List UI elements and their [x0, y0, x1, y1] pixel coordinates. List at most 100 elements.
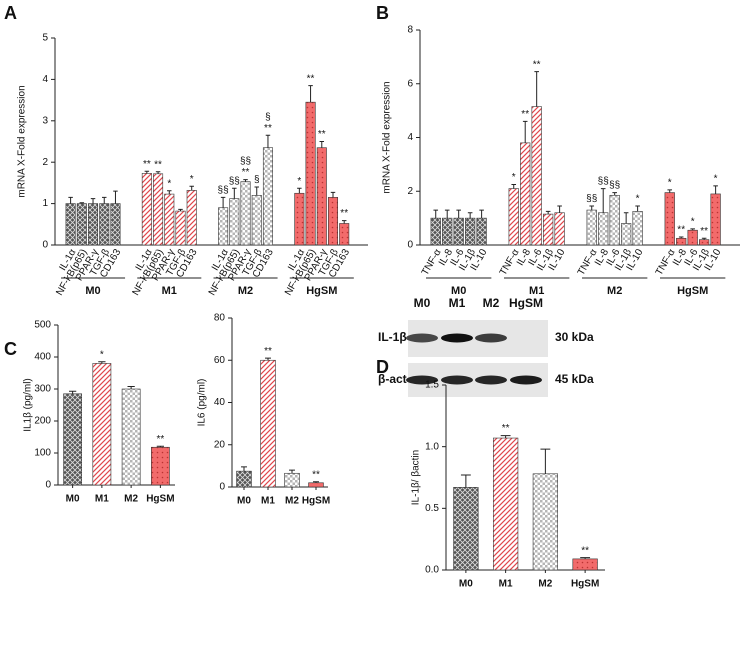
error-bar	[713, 185, 718, 194]
significance-label: **	[581, 545, 589, 556]
significance-label: **	[242, 167, 250, 178]
bar	[710, 193, 721, 246]
error-bar	[79, 202, 85, 204]
error-bar	[297, 187, 302, 194]
error-bar	[243, 179, 248, 182]
bar	[621, 223, 632, 246]
error-bar	[678, 236, 684, 239]
y-tick-label: 300	[34, 384, 51, 395]
bar	[572, 558, 598, 571]
error-bar	[433, 209, 439, 219]
bar	[554, 212, 565, 246]
x-tick-label: M2	[538, 579, 552, 590]
error-bar	[511, 184, 517, 189]
error-bar	[167, 190, 172, 195]
bar	[476, 217, 487, 246]
significance-label: **	[264, 346, 272, 357]
significance-label: **	[502, 423, 510, 434]
group-label: M2	[238, 285, 253, 297]
y-tick-label: 4	[407, 132, 413, 143]
bar	[63, 393, 82, 486]
blot-band	[475, 333, 507, 343]
y-tick-label: 0	[219, 482, 225, 493]
error-bar	[341, 220, 347, 224]
bar	[186, 190, 197, 246]
significance-label: §§	[229, 176, 240, 187]
x-tick-label: HgSM	[146, 494, 174, 505]
significance-label: **	[143, 159, 151, 170]
bar	[699, 239, 710, 246]
panel-label: C	[4, 339, 17, 359]
error-bar	[265, 134, 271, 148]
bar	[632, 211, 643, 246]
y-axis-label: mRNA X-Fold expression	[17, 85, 28, 197]
error-bar	[467, 212, 473, 219]
error-bar	[580, 557, 591, 559]
bar	[65, 203, 76, 246]
bar	[164, 193, 175, 246]
bar	[430, 217, 441, 246]
significance-label: *	[100, 349, 104, 360]
lane-label: M1	[449, 296, 466, 310]
bar	[294, 192, 305, 246]
y-tick-label: 8	[407, 25, 413, 36]
bar	[151, 446, 170, 486]
bar	[532, 473, 558, 571]
error-bar	[690, 228, 695, 231]
significance-label: §§	[218, 185, 229, 196]
significance-label: **	[307, 73, 315, 84]
panel-label: B	[376, 3, 389, 23]
bar	[687, 229, 698, 246]
significance-label: §§	[586, 194, 597, 205]
significance-label: §§	[240, 156, 251, 167]
blot-band	[441, 375, 473, 385]
group-label: HgSM	[677, 285, 708, 297]
blot-band	[406, 375, 438, 385]
group-label: M0	[451, 285, 466, 297]
error-bar	[156, 445, 165, 448]
error-bar	[308, 85, 313, 103]
y-tick-label: 6	[407, 78, 413, 89]
error-bar	[545, 210, 551, 215]
bar	[531, 106, 542, 246]
significance-label: **	[700, 226, 708, 237]
bar	[339, 223, 350, 246]
y-tick-label: 0	[45, 480, 51, 491]
x-tick-label: HgSM	[302, 496, 330, 507]
significance-label: *	[190, 174, 194, 185]
y-tick-label: 4	[42, 74, 48, 85]
bar	[676, 237, 687, 246]
x-tick-label: M0	[66, 494, 80, 505]
significance-label: **	[340, 208, 348, 219]
error-bar	[701, 237, 707, 240]
x-tick-label: HgSM	[571, 579, 599, 590]
error-bar	[155, 171, 161, 174]
error-bar	[232, 187, 237, 199]
bar	[609, 194, 620, 246]
error-bar	[522, 120, 528, 143]
bar	[453, 217, 464, 246]
error-bar	[479, 209, 484, 219]
bar	[508, 188, 519, 246]
error-bar	[635, 205, 640, 212]
error-bar	[557, 205, 562, 213]
error-bar	[102, 196, 107, 204]
error-bar	[144, 170, 150, 174]
band-size: 45 kDa	[555, 372, 594, 386]
y-axis-label: mRNA X-Fold expression	[382, 81, 393, 193]
significance-label: §§	[609, 180, 620, 191]
x-tick-label: M2	[285, 496, 299, 507]
bar	[110, 203, 121, 246]
bar	[308, 482, 324, 488]
lane-label: M2	[483, 296, 500, 310]
x-tick-label: M0	[237, 496, 251, 507]
x-tick-label: M1	[95, 494, 109, 505]
y-tick-label: 1.5	[425, 380, 439, 391]
significance-label: *	[714, 174, 718, 185]
lane-label: M0	[414, 296, 431, 310]
band-size: 30 kDa	[555, 330, 594, 344]
y-tick-label: 20	[214, 439, 226, 450]
bar	[316, 147, 327, 246]
y-tick-label: 80	[214, 313, 226, 324]
